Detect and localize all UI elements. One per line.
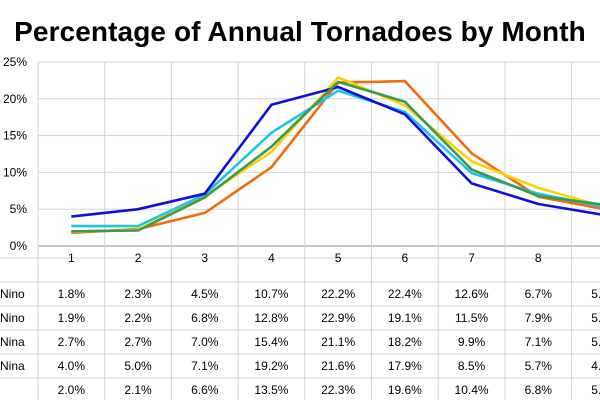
table-cell: 7.9% <box>525 311 553 325</box>
series-line <box>71 80 600 233</box>
table-cell: 2.7% <box>124 335 152 349</box>
table-cell: 5.3% <box>591 311 600 325</box>
table-cell: 7.1% <box>191 359 219 373</box>
table-cell: 6.8% <box>525 383 553 397</box>
table-cell: 2.1% <box>124 383 152 397</box>
table-cell: 4.2% <box>591 359 600 373</box>
table-cell: 9.9% <box>458 335 486 349</box>
table-cell: 2.0% <box>58 383 86 397</box>
table-cell: 6.8% <box>191 311 219 325</box>
table-cell: 2.2% <box>124 311 152 325</box>
table-cell: 2.7% <box>58 335 86 349</box>
table-cell: 19.2% <box>254 359 288 373</box>
table-cell: 13.5% <box>254 383 288 397</box>
table-cell: 19.6% <box>388 383 422 397</box>
table-cell: 21.6% <box>321 359 355 373</box>
table-cell: 11.5% <box>455 311 488 325</box>
y-tick-label: 20% <box>3 92 27 106</box>
table-cell: 5.0% <box>124 359 152 373</box>
table-cell: 5.3% <box>591 335 600 349</box>
y-tick-label: 0% <box>10 239 28 253</box>
y-tick-label: 10% <box>3 165 27 179</box>
table-cell: 19.1% <box>388 311 422 325</box>
table-row-label: Nino <box>0 311 25 325</box>
table-cell: 18.2% <box>388 335 422 349</box>
table-cell: 7.1% <box>525 335 553 349</box>
chart-title: Percentage of Annual Tornadoes by Month <box>14 16 586 47</box>
x-tick-label: 1 <box>68 251 75 265</box>
series-line <box>71 89 600 228</box>
table-cell: 22.2% <box>321 287 355 301</box>
y-tick-label: 25% <box>3 55 27 69</box>
table-cell: 12.6% <box>455 287 489 301</box>
table-cell: 10.7% <box>254 287 288 301</box>
x-tick-label: 5 <box>335 251 342 265</box>
table-cell: 21.1% <box>321 335 355 349</box>
table-cell: 10.4% <box>455 383 489 397</box>
x-tick-label: 2 <box>135 251 142 265</box>
table-cell: 6.7% <box>525 287 553 301</box>
x-tick-label: 8 <box>535 251 542 265</box>
x-tick-label: 4 <box>268 251 275 265</box>
table-cell: 2.3% <box>124 287 152 301</box>
table-cell: 15.4% <box>254 335 288 349</box>
table-cell: 5.7% <box>525 359 553 373</box>
table-cell: 12.8% <box>254 311 288 325</box>
table-cell: 7.0% <box>191 335 219 349</box>
y-tick-label: 15% <box>3 129 27 143</box>
table-cell: 17.9% <box>388 359 422 373</box>
table-cell: 4.0% <box>58 359 86 373</box>
series-line <box>71 85 600 218</box>
table-row-label: Nina <box>0 335 25 349</box>
table-cell: 1.9% <box>58 311 86 325</box>
x-tick-label: 7 <box>468 251 475 265</box>
table-cell: 8.5% <box>458 359 486 373</box>
table-cell: 22.3% <box>321 383 355 397</box>
table-cell: 5.0% <box>591 287 600 301</box>
table-cell: 4.5% <box>191 287 219 301</box>
table-cell: 6.6% <box>191 383 219 397</box>
x-tick-label: 3 <box>201 251 208 265</box>
table-cell: 1.8% <box>58 287 86 301</box>
y-tick-label: 5% <box>10 202 28 216</box>
table-row-label: Nina <box>0 359 25 373</box>
x-tick-label: 6 <box>402 251 409 265</box>
table-row-label: Nino <box>0 287 25 301</box>
table-cell: 22.9% <box>321 311 355 325</box>
series-line <box>71 79 600 235</box>
table-cell: 22.4% <box>388 287 422 301</box>
table-cell: 5.6% <box>591 383 600 397</box>
